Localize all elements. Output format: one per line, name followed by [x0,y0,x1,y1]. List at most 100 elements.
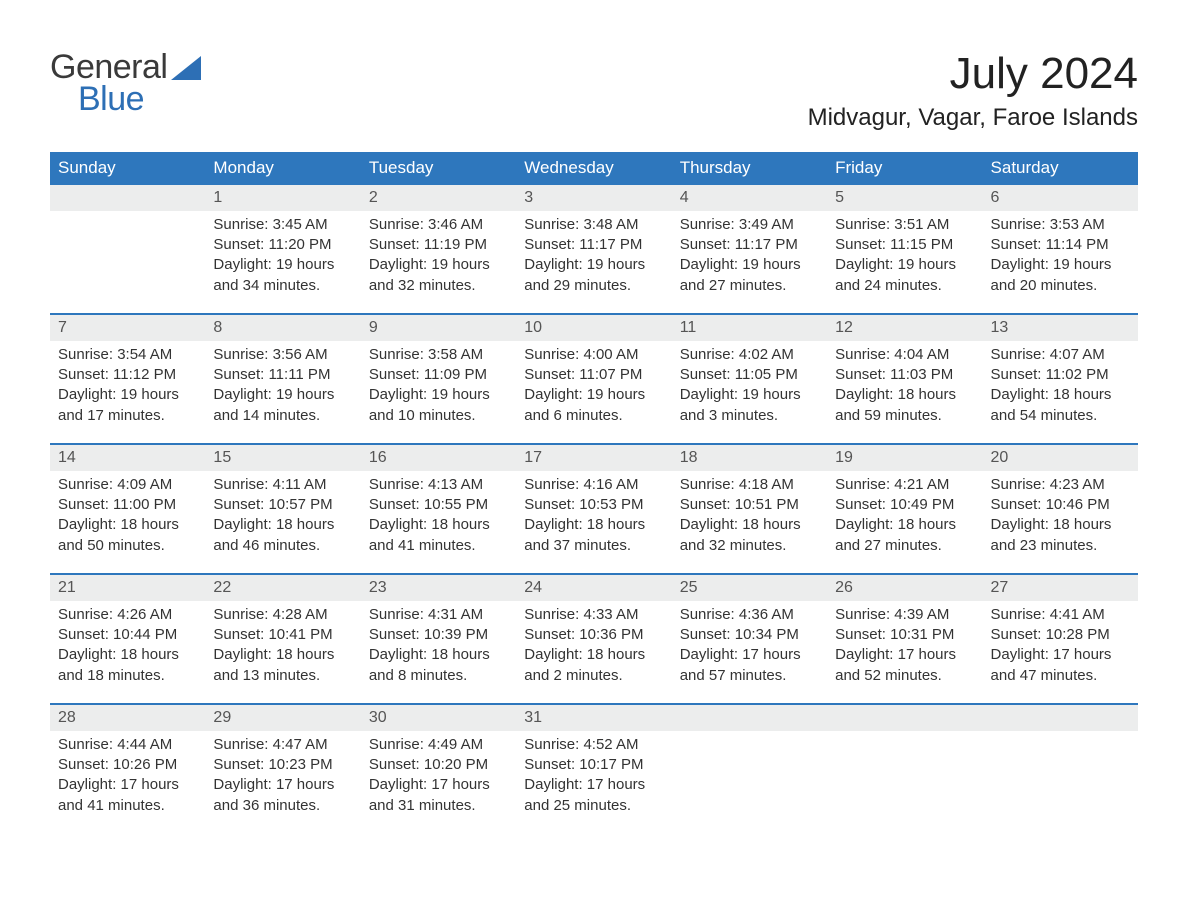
day-cell: 26Sunrise: 4:39 AMSunset: 10:31 PMDaylig… [827,575,982,703]
day-cell: 28Sunrise: 4:44 AMSunset: 10:26 PMDaylig… [50,705,205,833]
day-number: 31 [516,705,671,731]
sunrise-line: Sunrise: 3:45 AM [213,215,352,235]
day-cell: 1Sunrise: 3:45 AMSunset: 11:20 PMDayligh… [205,185,360,313]
day-cell: 3Sunrise: 3:48 AMSunset: 11:17 PMDayligh… [516,185,671,313]
sunset-line: Sunset: 10:23 PM [213,755,352,775]
day-body: Sunrise: 3:58 AMSunset: 11:09 PMDaylight… [369,345,508,426]
day-body: Sunrise: 4:41 AMSunset: 10:28 PMDaylight… [991,605,1130,686]
day-number: 22 [205,575,360,601]
daylight-line-2: and 50 minutes. [58,536,197,556]
sunrise-line: Sunrise: 4:41 AM [991,605,1130,625]
daylight-line-2: and 3 minutes. [680,406,819,426]
sunrise-line: Sunrise: 4:33 AM [524,605,663,625]
daylight-line-1: Daylight: 17 hours [991,645,1130,665]
sunrise-line: Sunrise: 3:46 AM [369,215,508,235]
day-cell: 25Sunrise: 4:36 AMSunset: 10:34 PMDaylig… [672,575,827,703]
daylight-line-2: and 29 minutes. [524,276,663,296]
day-number: 6 [983,185,1138,211]
day-body: Sunrise: 4:47 AMSunset: 10:23 PMDaylight… [213,735,352,816]
day-number: 10 [516,315,671,341]
sunset-line: Sunset: 10:20 PM [369,755,508,775]
location-subtitle: Midvagur, Vagar, Faroe Islands [808,104,1138,132]
day-number: 30 [361,705,516,731]
day-body: Sunrise: 3:51 AMSunset: 11:15 PMDaylight… [835,215,974,296]
day-number [827,705,982,731]
day-number: 4 [672,185,827,211]
day-cell: 12Sunrise: 4:04 AMSunset: 11:03 PMDaylig… [827,315,982,443]
sunrise-line: Sunrise: 4:11 AM [213,475,352,495]
daylight-line-1: Daylight: 18 hours [835,515,974,535]
day-cell: 14Sunrise: 4:09 AMSunset: 11:00 PMDaylig… [50,445,205,573]
day-number: 13 [983,315,1138,341]
sunrise-line: Sunrise: 3:48 AM [524,215,663,235]
sunset-line: Sunset: 11:20 PM [213,235,352,255]
daylight-line-2: and 17 minutes. [58,406,197,426]
weekday-header: Thursday [672,152,827,185]
brand-word2: Blue [78,80,201,119]
day-cell: 20Sunrise: 4:23 AMSunset: 10:46 PMDaylig… [983,445,1138,573]
daylight-line-1: Daylight: 17 hours [835,645,974,665]
weekday-header: Wednesday [516,152,671,185]
day-number: 17 [516,445,671,471]
sunset-line: Sunset: 11:09 PM [369,365,508,385]
daylight-line-2: and 47 minutes. [991,666,1130,686]
header-region: General Blue July 2024 Midvagur, Vagar, … [50,50,1138,132]
sunset-line: Sunset: 10:31 PM [835,625,974,645]
sunset-line: Sunset: 11:14 PM [991,235,1130,255]
daylight-line-2: and 31 minutes. [369,796,508,816]
day-cell: 18Sunrise: 4:18 AMSunset: 10:51 PMDaylig… [672,445,827,573]
sunset-line: Sunset: 11:07 PM [524,365,663,385]
weekday-header: Monday [205,152,360,185]
daylight-line-1: Daylight: 18 hours [524,515,663,535]
sunrise-line: Sunrise: 4:52 AM [524,735,663,755]
daylight-line-1: Daylight: 19 hours [835,255,974,275]
daylight-line-1: Daylight: 19 hours [524,255,663,275]
day-number: 24 [516,575,671,601]
day-number: 14 [50,445,205,471]
day-body: Sunrise: 4:49 AMSunset: 10:20 PMDaylight… [369,735,508,816]
title-block: July 2024 Midvagur, Vagar, Faroe Islands [808,50,1138,132]
day-body: Sunrise: 4:33 AMSunset: 10:36 PMDaylight… [524,605,663,686]
weekday-header: Saturday [983,152,1138,185]
daylight-line-1: Daylight: 19 hours [58,385,197,405]
daylight-line-2: and 13 minutes. [213,666,352,686]
day-body: Sunrise: 4:16 AMSunset: 10:53 PMDaylight… [524,475,663,556]
daylight-line-1: Daylight: 18 hours [369,515,508,535]
day-body: Sunrise: 4:26 AMSunset: 10:44 PMDaylight… [58,605,197,686]
day-cell: 9Sunrise: 3:58 AMSunset: 11:09 PMDayligh… [361,315,516,443]
sunrise-line: Sunrise: 4:09 AM [58,475,197,495]
sunrise-line: Sunrise: 4:16 AM [524,475,663,495]
day-body: Sunrise: 4:44 AMSunset: 10:26 PMDaylight… [58,735,197,816]
day-body: Sunrise: 3:48 AMSunset: 11:17 PMDaylight… [524,215,663,296]
sunrise-line: Sunrise: 3:51 AM [835,215,974,235]
sunset-line: Sunset: 11:17 PM [680,235,819,255]
day-cell: 19Sunrise: 4:21 AMSunset: 10:49 PMDaylig… [827,445,982,573]
sunset-line: Sunset: 11:00 PM [58,495,197,515]
daylight-line-1: Daylight: 19 hours [524,385,663,405]
day-body: Sunrise: 4:11 AMSunset: 10:57 PMDaylight… [213,475,352,556]
sunset-line: Sunset: 10:46 PM [991,495,1130,515]
sunset-line: Sunset: 10:49 PM [835,495,974,515]
daylight-line-2: and 8 minutes. [369,666,508,686]
sunrise-line: Sunrise: 3:58 AM [369,345,508,365]
day-cell: 8Sunrise: 3:56 AMSunset: 11:11 PMDayligh… [205,315,360,443]
daylight-line-2: and 52 minutes. [835,666,974,686]
day-number: 25 [672,575,827,601]
daylight-line-2: and 37 minutes. [524,536,663,556]
daylight-line-1: Daylight: 17 hours [58,775,197,795]
day-body: Sunrise: 3:54 AMSunset: 11:12 PMDaylight… [58,345,197,426]
day-cell: 13Sunrise: 4:07 AMSunset: 11:02 PMDaylig… [983,315,1138,443]
day-cell: 4Sunrise: 3:49 AMSunset: 11:17 PMDayligh… [672,185,827,313]
daylight-line-1: Daylight: 17 hours [369,775,508,795]
daylight-line-2: and 18 minutes. [58,666,197,686]
daylight-line-2: and 6 minutes. [524,406,663,426]
sunrise-line: Sunrise: 4:26 AM [58,605,197,625]
sunrise-line: Sunrise: 4:49 AM [369,735,508,755]
daylight-line-2: and 54 minutes. [991,406,1130,426]
daylight-line-1: Daylight: 19 hours [369,255,508,275]
sunset-line: Sunset: 11:11 PM [213,365,352,385]
day-cell: 17 Sunrise: 4:16 AMSunset: 10:53 PMDaylig… [516,445,671,573]
day-cell [983,705,1138,833]
sunset-line: Sunset: 11:17 PM [524,235,663,255]
daylight-line-2: and 24 minutes. [835,276,974,296]
